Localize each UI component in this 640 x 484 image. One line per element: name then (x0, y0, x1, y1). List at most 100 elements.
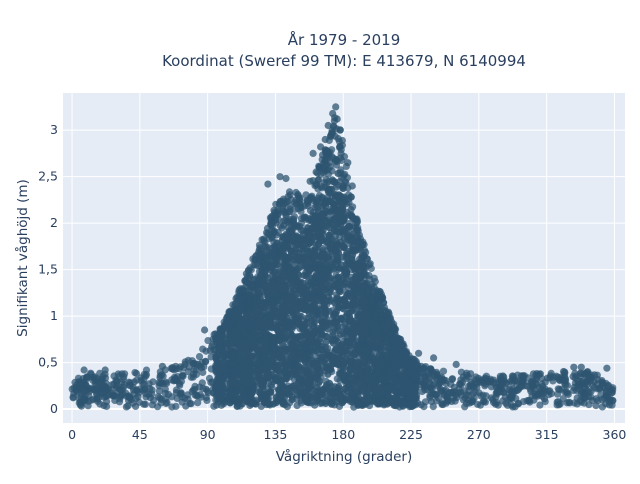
data-point (250, 301, 258, 309)
data-point (308, 366, 316, 374)
data-point (140, 400, 148, 408)
data-point (348, 182, 356, 190)
data-point (598, 396, 606, 404)
data-point (605, 398, 613, 406)
data-point (393, 342, 401, 350)
data-point (344, 316, 353, 325)
data-point (184, 368, 192, 376)
data-point (360, 270, 368, 278)
data-point (400, 372, 408, 380)
data-point (260, 398, 268, 406)
data-point (320, 301, 328, 309)
data-point (379, 398, 387, 406)
data-point (337, 393, 345, 401)
data-point (228, 379, 236, 387)
data-point (375, 329, 383, 338)
data-point (508, 389, 516, 397)
data-point (291, 344, 299, 352)
data-point (377, 316, 386, 325)
data-point (378, 311, 386, 319)
data-point (247, 352, 255, 360)
data-point (352, 360, 360, 368)
data-point (336, 143, 344, 152)
x-axis-title: Vågriktning (grader) (276, 448, 413, 465)
data-point (248, 367, 256, 375)
data-point (352, 317, 360, 325)
data-point (226, 307, 234, 315)
data-point (295, 377, 303, 385)
y-tick-label: 0 (50, 401, 58, 416)
data-point (301, 253, 310, 261)
data-point (396, 403, 404, 411)
data-point (268, 244, 277, 252)
data-point (339, 296, 347, 304)
data-point (267, 266, 275, 274)
data-point (439, 401, 447, 409)
data-point (318, 202, 326, 210)
data-point (433, 390, 441, 398)
data-point (213, 368, 221, 376)
data-point (282, 375, 290, 383)
x-tick-label: 270 (467, 427, 491, 442)
data-point (201, 358, 210, 366)
y-tick-label: 2,5 (38, 169, 58, 184)
data-point (232, 327, 240, 336)
data-point (332, 156, 340, 164)
data-point (325, 379, 334, 388)
data-point (258, 276, 266, 284)
data-point (254, 286, 262, 294)
data-point (307, 382, 315, 390)
data-point (111, 392, 119, 400)
data-point (80, 394, 88, 403)
data-point (322, 338, 330, 346)
data-point (365, 261, 373, 269)
data-point (353, 375, 361, 383)
data-point (260, 282, 268, 290)
data-point (314, 396, 322, 404)
data-point (340, 215, 348, 223)
data-point (291, 198, 299, 206)
data-point (238, 342, 246, 350)
data-point (258, 267, 266, 275)
data-point (605, 388, 613, 396)
data-point (332, 103, 340, 111)
data-point (299, 279, 307, 287)
data-point (422, 363, 430, 371)
chart-title-line-2: Koordinat (Sweref 99 TM): E 413679, N 61… (162, 52, 526, 70)
data-point (379, 299, 388, 307)
data-point (278, 302, 286, 310)
data-point (93, 390, 101, 398)
y-tick-label: 0,5 (38, 355, 58, 370)
data-point (341, 359, 349, 367)
data-point (469, 396, 477, 404)
data-point (334, 135, 342, 143)
data-point (190, 366, 198, 374)
data-point (323, 270, 331, 278)
data-point (267, 371, 275, 379)
data-point (498, 381, 506, 389)
data-point (338, 156, 346, 164)
data-point (337, 347, 345, 355)
data-point (342, 275, 350, 283)
y-axis-ticks: 00,511,522,53 (38, 122, 58, 416)
data-point (280, 394, 288, 402)
data-point (274, 372, 282, 381)
data-point (286, 287, 294, 295)
data-point (502, 399, 510, 407)
data-point (372, 369, 380, 377)
data-point (181, 360, 189, 368)
data-point (279, 233, 287, 241)
data-point (270, 238, 278, 246)
data-point (277, 297, 285, 305)
data-point (316, 369, 324, 377)
data-point (310, 280, 318, 288)
data-point (344, 159, 352, 167)
data-point (357, 318, 366, 326)
data-point (575, 385, 583, 393)
data-point (397, 361, 406, 369)
data-point (583, 387, 592, 395)
data-point (142, 370, 150, 379)
data-point (532, 375, 541, 383)
data-point (603, 364, 611, 372)
x-tick-label: 90 (200, 427, 216, 442)
